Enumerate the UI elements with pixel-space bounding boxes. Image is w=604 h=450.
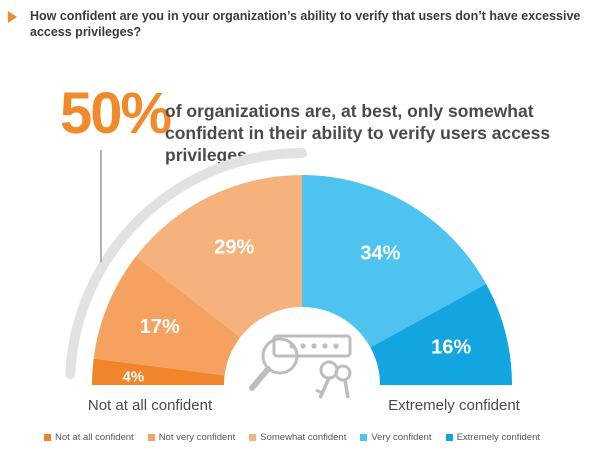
legend-item: Very confident bbox=[360, 432, 432, 443]
slice-label: 16% bbox=[431, 337, 471, 359]
slice-extremely-confident bbox=[370, 283, 512, 385]
legend-swatch bbox=[249, 434, 257, 441]
slice-label: 29% bbox=[214, 237, 254, 259]
slice-label: 34% bbox=[360, 242, 400, 264]
slice-not-very-confident bbox=[93, 256, 241, 376]
legend-swatch bbox=[44, 434, 51, 441]
keys-icon bbox=[315, 360, 352, 399]
highlight-statement: of organizations are, at best, only some… bbox=[165, 101, 551, 165]
access-icon-group bbox=[249, 334, 352, 399]
slice-somewhat-confident bbox=[136, 175, 302, 338]
legend-label: Extremely confident bbox=[456, 432, 541, 443]
right-end-label: Extremely confident bbox=[388, 397, 521, 414]
legend-item: Extremely confident bbox=[445, 432, 541, 443]
question-header: How confident are you in your organizati… bbox=[8, 8, 593, 40]
legend-item: Somewhat confident bbox=[249, 432, 346, 443]
left-end-label: Not at all confident bbox=[88, 397, 213, 414]
slice-very-confident bbox=[302, 175, 487, 348]
question-text: How confident are you in your organizati… bbox=[30, 9, 581, 39]
decorative-arc bbox=[65, 148, 307, 380]
highlight-percentage: 50% bbox=[60, 81, 172, 146]
slice-label: 4% bbox=[122, 368, 144, 385]
legend-label: Very confident bbox=[371, 432, 432, 443]
legend-item: Not at all confident bbox=[44, 432, 134, 443]
triangle-bullet-icon bbox=[8, 11, 17, 23]
legend-swatch bbox=[360, 434, 368, 441]
legend-label: Not at all confident bbox=[55, 432, 134, 443]
legend-label: Somewhat confident bbox=[260, 432, 347, 443]
magnifier-icon bbox=[249, 337, 299, 391]
legend-label: Not very confident bbox=[158, 432, 236, 443]
legend-swatch bbox=[445, 434, 453, 441]
slice-label: 17% bbox=[140, 316, 180, 338]
slice-not-at-all-confident bbox=[92, 358, 225, 385]
legend-item: Not very confident bbox=[147, 432, 236, 443]
legend-swatch bbox=[147, 434, 155, 441]
chart-legend: Not at all confident Not very confident So… bbox=[44, 432, 540, 443]
